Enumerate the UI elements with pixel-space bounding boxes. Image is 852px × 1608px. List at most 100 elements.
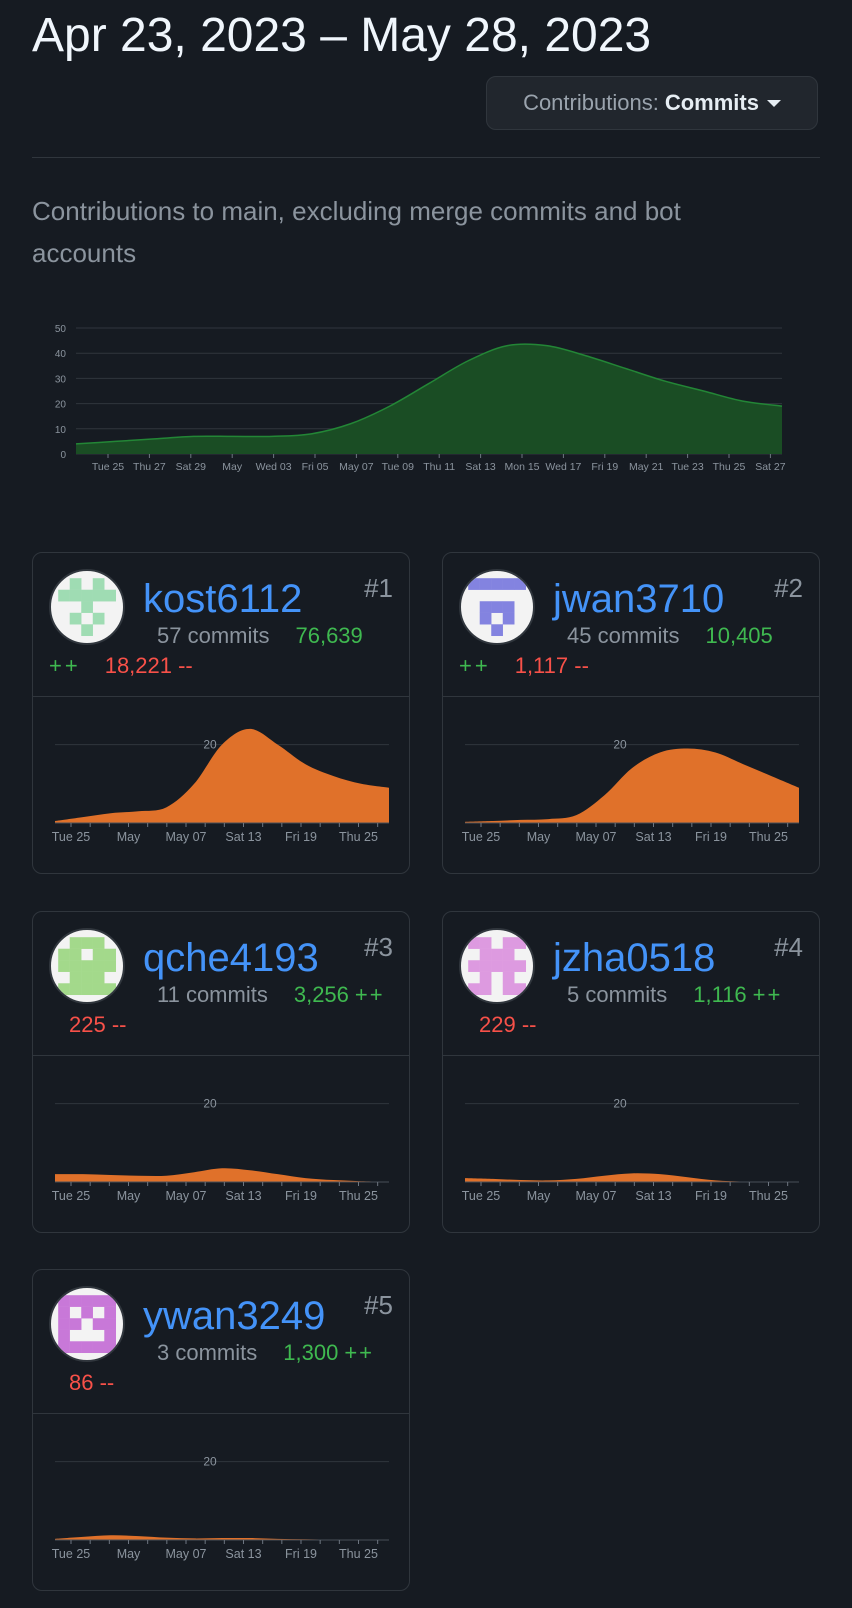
contributor-card-header: ywan3249 #5 3 commits 1,300 ++ 86 -- (33, 1270, 409, 1414)
contributor-username-link[interactable]: jwan3710 (553, 577, 725, 621)
avatar-pixel (468, 983, 480, 996)
avatar-pixel (479, 983, 492, 996)
avatar-pixel (514, 983, 527, 996)
x-tick-label: May 07 (339, 461, 374, 473)
contributions-value: Commits (664, 90, 759, 115)
avatar-pixel (502, 937, 515, 949)
x-tick-label: May (117, 830, 141, 844)
x-tick-label: Sat 13 (635, 830, 671, 844)
avatar-pixel (468, 960, 480, 972)
x-tick-label: Tue 25 (52, 1547, 91, 1561)
avatar-pixel (104, 1318, 117, 1330)
avatar-pixel (502, 983, 515, 996)
avatar-pixel (479, 960, 492, 972)
x-tick-label: May 07 (576, 830, 617, 844)
avatar-pixel (92, 948, 105, 961)
contributor-card: kost6112 #1 57 commits 76,639 ++ 18,221 -- 20 T… (32, 552, 410, 874)
avatar[interactable] (49, 928, 125, 1004)
additions-count: 76,639 (295, 623, 363, 648)
contributor-username-link[interactable]: qche4193 (143, 936, 319, 980)
x-tick-label: May (527, 830, 551, 844)
x-tick-label: Thu 25 (339, 830, 378, 844)
header-divider (32, 157, 820, 158)
avatar[interactable] (49, 569, 125, 645)
avatar-pixel (491, 948, 503, 961)
x-tick-label: Sat 13 (635, 1189, 671, 1203)
x-tick-label: Tue 25 (52, 1189, 91, 1203)
avatar-pixel (81, 1295, 93, 1307)
avatar-pixel (58, 948, 70, 961)
x-tick-label: Thu 27 (133, 461, 166, 473)
commits-area (55, 728, 389, 823)
avatar-pixel (69, 971, 82, 984)
contributor-rank: #3 (364, 932, 393, 962)
x-tick-label: May (222, 461, 243, 473)
additions-count: 1,300 (283, 1340, 339, 1365)
x-tick-label: Sat 13 (225, 1189, 261, 1203)
x-tick-label: Fri 19 (285, 1547, 317, 1561)
contributions-label: Contributions: (523, 90, 659, 115)
avatar-pixel (81, 601, 93, 613)
y-tick-label: 50 (55, 324, 67, 335)
avatar[interactable] (459, 928, 535, 1004)
contributor-username-link[interactable]: jzha0518 (553, 936, 716, 980)
deletions-count: 1,117 -- (514, 653, 589, 678)
contributor-username-link[interactable]: ywan3249 (143, 1294, 326, 1338)
avatar[interactable] (49, 1286, 125, 1362)
deletions-count: 229 -- (479, 1012, 537, 1037)
additions-count: 1,116 (693, 982, 747, 1007)
contributor-username-link[interactable]: kost6112 (143, 577, 303, 621)
y-tick-label: 40 (55, 349, 67, 360)
avatar-pixel (81, 1306, 93, 1319)
avatar-pixel (58, 1329, 70, 1342)
avatar-pixel (69, 612, 82, 625)
avatar-pixel (104, 983, 117, 996)
contributor-commit-chart: 20 Tue 25 May May 07 Sat 13 Fri 19 Thu 25 (33, 697, 409, 873)
x-tick-label: Thu 11 (423, 461, 455, 473)
avatar-pixel (104, 948, 117, 961)
x-tick-label: Fri 19 (591, 461, 618, 473)
commit-count: 3 commits (157, 1340, 258, 1365)
avatar-pixel (479, 971, 492, 984)
additions-suffix: ++ (459, 653, 491, 678)
avatar-pixel (514, 960, 527, 972)
y-tick-label: 20 (203, 1455, 217, 1469)
x-tick-label: Mon 15 (504, 461, 539, 473)
avatar[interactable] (459, 569, 535, 645)
x-tick-label: May (117, 1547, 141, 1561)
x-tick-label: Tue 25 (462, 1189, 501, 1203)
avatar-pixel (69, 589, 82, 602)
deletions-count: 86 -- (69, 1370, 115, 1395)
commits-area (55, 1535, 389, 1541)
avatar-pixel (514, 578, 527, 590)
avatar-pixel (92, 612, 105, 625)
commits-area (465, 1173, 799, 1183)
avatar-pixel (81, 960, 93, 972)
avatar-pixel (491, 624, 503, 637)
x-tick-label: Tue 09 (382, 461, 414, 473)
avatar-pixel (479, 948, 492, 961)
commits-area (76, 344, 782, 454)
deletions-count: 18,221 -- (104, 653, 193, 678)
x-tick-label: Sat 27 (755, 461, 786, 473)
avatar-pixel (69, 948, 82, 961)
contributor-commit-chart: 20 Tue 25 May May 07 Sat 13 Fri 19 Thu 25 (443, 697, 819, 873)
avatar-pixel (69, 1318, 82, 1330)
avatar-pixel (514, 937, 527, 949)
avatar-pixel (502, 601, 515, 613)
contributor-card-header: jwan3710 #2 45 commits 10,405 ++ 1,117 -- (443, 553, 819, 697)
avatar-pixel (92, 971, 105, 984)
avatar-pixel (502, 948, 515, 961)
contributor-card: jwan3710 #2 45 commits 10,405 ++ 1,117 -- 20 Tu… (442, 552, 820, 874)
contributions-type-dropdown[interactable]: Contributions: Commits (486, 76, 818, 130)
avatar-pixel (81, 983, 93, 996)
avatar-pixel (92, 589, 105, 602)
contributor-rank: #4 (774, 932, 803, 962)
x-tick-label: May 07 (166, 1189, 207, 1203)
x-tick-label: Fri 19 (285, 1189, 317, 1203)
avatar-pixel (58, 1341, 70, 1354)
x-tick-label: May 07 (576, 1189, 617, 1203)
avatar-pixel (58, 1318, 70, 1330)
commit-count: 11 commits (157, 982, 268, 1007)
avatar-pixel (81, 971, 93, 984)
